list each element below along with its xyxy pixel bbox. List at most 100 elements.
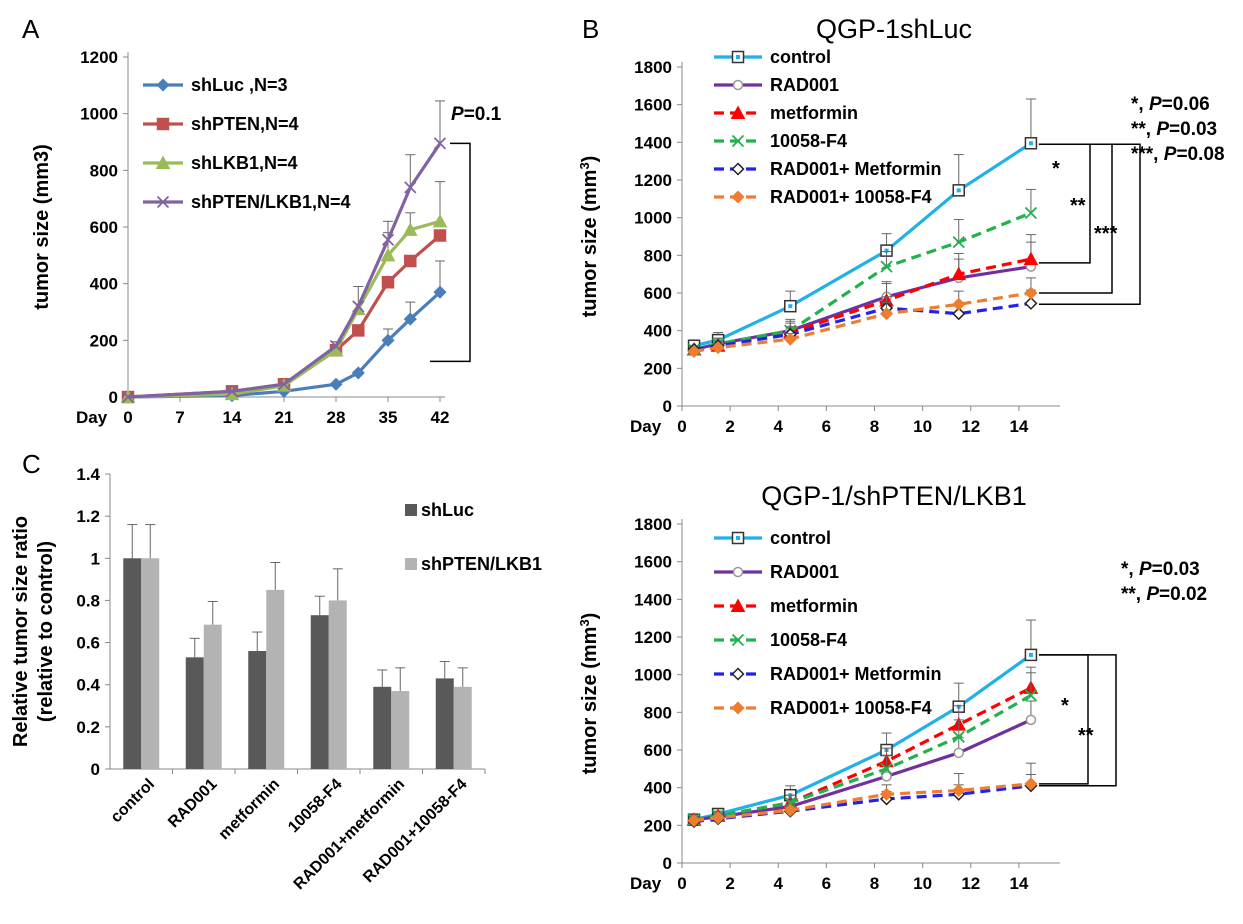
p-value-annotation: P=0.1 (451, 104, 502, 125)
series-shlkb1-n-4-line (127, 219, 441, 399)
legend-label: metformin (770, 103, 858, 123)
series-rad001-10058-f4-point (1024, 286, 1038, 300)
series-rad001-10058-f4-point (711, 811, 725, 825)
y-tick-label: 1200 (80, 48, 118, 67)
legend-item-shpten-n-4: shPTEN,N=4 (143, 114, 299, 134)
x-axis-label: Day (630, 417, 662, 436)
legend-label: control (770, 528, 831, 548)
p-value-text: *, P=0.06 (1131, 94, 1210, 115)
legend-marker (156, 117, 170, 131)
series-10058-f4-point (1024, 206, 1038, 220)
legend-label: shLuc (421, 500, 474, 520)
legend-item-metformin: metformin (714, 103, 858, 123)
y-tick-label: 0 (663, 397, 672, 416)
series-control-point-inner (1028, 141, 1033, 146)
x-tick-label: 35 (379, 408, 398, 427)
category-label: RAD001+10058-F4 (360, 776, 471, 887)
y-tick-label: 0.2 (76, 718, 100, 737)
y-tick-label: 1600 (634, 96, 672, 115)
series-rad001-10058-f4-point (952, 297, 966, 311)
significance-bracket (1038, 654, 1117, 787)
category-label: RAD001+metformin (291, 776, 408, 893)
legend-marker (156, 78, 170, 92)
series-rad001-10058-f4-point (1024, 777, 1038, 791)
y-tick-label: 800 (644, 703, 672, 722)
series-10058-f4-point (952, 730, 965, 743)
series-control-point-inner (884, 248, 889, 253)
legend-label: control (770, 47, 831, 67)
y-tick-label: 1 (91, 549, 100, 568)
legend-item-shluc-n-3: shLuc ,N=3 (143, 75, 288, 95)
x-tick-label: 6 (822, 417, 831, 436)
series-rad001-line (693, 718, 1032, 822)
y-tick-label: 200 (644, 816, 672, 835)
p-value-text: **, P=0.02 (1121, 584, 1207, 605)
panel-label-b: B (582, 14, 599, 44)
x-tick-label: 10 (913, 874, 932, 893)
series-rad001-10058-f4-point (879, 787, 894, 801)
legend-marker (731, 162, 745, 176)
panel-label-a: A (22, 14, 40, 44)
series-shluc-n-3-point (403, 312, 417, 326)
chart-a: 0 200 400 600 800 1000 1200 0 7 14 21 28 35 42 Day tumo… (31, 48, 502, 427)
legend-label: 10058-F4 (770, 630, 847, 650)
legend-marker (732, 79, 744, 91)
legend-label: shPTEN,N=4 (191, 114, 299, 134)
y-tick-label: 0.8 (76, 591, 100, 610)
series-rad001-point (881, 771, 892, 782)
legend-label: RAD001+ 10058-F4 (770, 698, 932, 718)
legend-item-shpten-lkb1-n-4: shPTEN/LKB1,N=4 (143, 192, 351, 212)
legend-label: metformin (770, 596, 858, 616)
series-shpten-lkb1-n-4-line (127, 142, 442, 399)
legend-item-rad001-10058-f4: RAD001+ 10058-F4 (714, 698, 932, 718)
series-shlkb1-n-4-point (402, 222, 418, 236)
series-shpten-lkb1-n-4-point (121, 390, 135, 404)
y-tick-label: 1800 (634, 58, 672, 77)
bracket-stars: * (1052, 158, 1060, 180)
x-tick-label: 8 (870, 874, 879, 893)
y-tick-label: 0.6 (76, 634, 100, 653)
category-label: control (108, 776, 158, 826)
bar-shpten-lkb1 (203, 624, 222, 769)
legend-item-shlkb1-n-4: shLKB1,N=4 (143, 153, 298, 173)
legend-marker-inner (736, 536, 740, 540)
legend-item-10058-f4: 10058-F4 (714, 630, 847, 650)
bracket-stars: *** (1094, 223, 1118, 245)
bar-shpten-lkb1 (266, 589, 285, 769)
category-label: 10058-F4 (285, 776, 346, 837)
p-value-text: *, P=0.03 (1121, 559, 1200, 580)
p-value-text: ***, P=0.08 (1131, 144, 1225, 165)
legend-label: RAD001+ Metformin (770, 159, 942, 179)
significance-bracket (430, 142, 471, 363)
series-rad001-10058-f4 (687, 277, 1038, 358)
chart-title: QGP-1/shPTEN/LKB1 (761, 481, 1027, 511)
series-rad001-10058-f4-point (687, 344, 701, 358)
series-10058-f4-point (880, 762, 893, 775)
series-shpten-lkb1-n-4-point (404, 181, 417, 194)
series-rad001-point (953, 747, 964, 759)
x-tick-label: 21 (275, 408, 294, 427)
series-10058-f4-point (784, 796, 797, 809)
series-shpten-n-4-point (433, 229, 447, 242)
series-shpten-n-4 (121, 229, 447, 404)
bracket-stars: * (1061, 695, 1069, 717)
y-tick-label: 200 (644, 359, 672, 378)
x-tick-label: 12 (961, 874, 980, 893)
series-rad001-10058-f4-point (952, 783, 966, 798)
bar-shluc (248, 651, 267, 769)
series-rad001-point (1025, 714, 1037, 726)
series-control-point-inner (788, 304, 793, 309)
legend-marker (731, 190, 745, 204)
series-control (687, 98, 1038, 352)
y-tick-label: 1.4 (76, 465, 100, 484)
legend-item-rad001-10058-f4: RAD001+ 10058-F4 (714, 187, 932, 207)
x-tick-label: 10 (913, 417, 932, 436)
legend-label: shPTEN/LKB1 (421, 554, 542, 574)
legend-item-rad001-metformin: RAD001+ Metformin (714, 664, 942, 684)
series-shpten-lkb1-n-4-point (352, 300, 365, 313)
legend-marker (731, 701, 745, 715)
series-10058-f4-point (1024, 689, 1038, 702)
significance-bracket (1038, 654, 1089, 785)
series-shpten-n-4-point (404, 254, 417, 268)
y-tick-label: 1400 (634, 590, 672, 609)
